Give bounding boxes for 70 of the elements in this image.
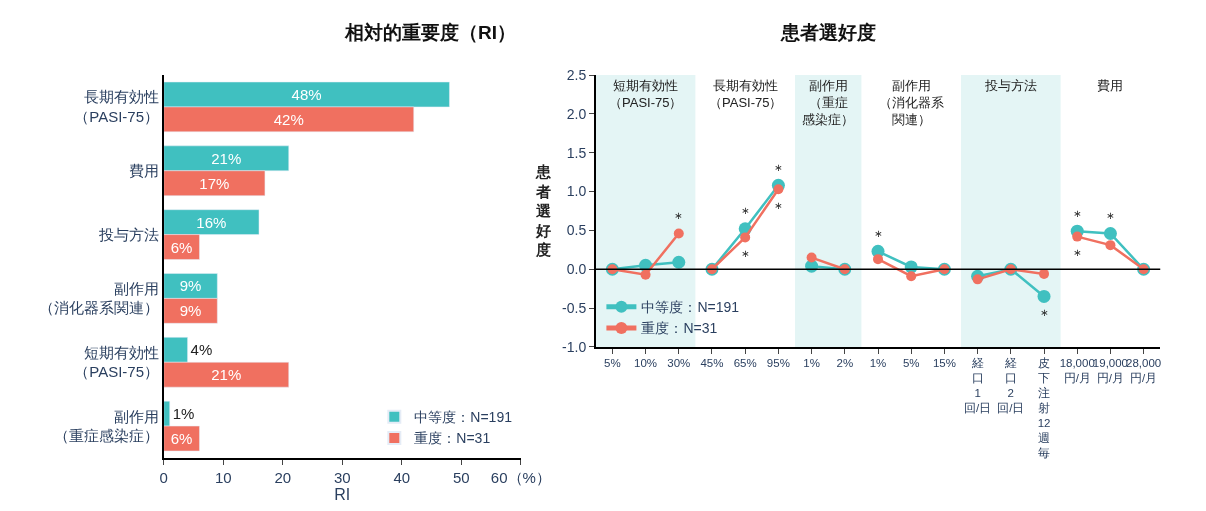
- legend-label: 中等度：N=191: [641, 299, 740, 316]
- data-label: ＊: [1070, 207, 1085, 224]
- data-label: 16%: [196, 213, 227, 231]
- y-tick-label: 副作用（重症感染症）: [54, 407, 160, 445]
- band-label: 短期有効性（PASI-75）: [609, 78, 683, 110]
- x-tick-label: 1%: [869, 357, 887, 370]
- data-label: 6%: [170, 430, 193, 448]
- x-tick-label: 65%: [733, 357, 757, 370]
- y-tick-label: -1.0: [562, 338, 587, 355]
- x-tick-label: 60（%）: [490, 468, 551, 486]
- y-tick-label: 長期有効性（PASI-75）: [74, 88, 160, 125]
- data-label: ＊: [1070, 246, 1085, 263]
- x-tick-label: 30: [333, 468, 351, 486]
- y-tick-label: 費用: [129, 162, 160, 179]
- legend-label: 重度：N=31: [641, 320, 718, 337]
- x-tick-label: 20: [274, 468, 292, 486]
- y-tick-label: 投与方法: [98, 225, 160, 243]
- data-label: 17%: [199, 174, 230, 192]
- y-axis-title: 患者選好度: [535, 163, 552, 258]
- legend-label: 重度：N=31: [414, 430, 491, 447]
- data-label: ＊: [1037, 306, 1052, 323]
- data-label: 21%: [211, 366, 242, 384]
- x-tick-label: 30%: [667, 357, 691, 370]
- data-label: 21%: [211, 149, 242, 167]
- chart-title: 患者選好度: [780, 22, 876, 43]
- x-tick-label: 皮下注射12週毎: [1037, 357, 1051, 460]
- data-label: 42%: [273, 110, 304, 128]
- annotation: 費用: [1097, 78, 1123, 93]
- x-tick-label: 45%: [700, 357, 724, 370]
- y-tick-label: 1.5: [566, 144, 587, 161]
- x-tick-label: 10%: [634, 357, 658, 370]
- band-label: 投与方法: [984, 78, 1037, 93]
- x-tick-label: 経口1回/日: [964, 357, 992, 415]
- chart-title: 相対的重要度（RI）: [344, 22, 516, 43]
- data-label: ＊: [738, 204, 753, 221]
- annotation: 副作用（消化器系関連）: [879, 78, 944, 127]
- data-label: ＊: [1103, 209, 1118, 226]
- x-tick-label: 1%: [803, 357, 820, 370]
- data-label: 6%: [170, 238, 193, 256]
- x-tick-label: 95%: [766, 357, 790, 370]
- x-tick-label: 経口2回/日: [997, 357, 1025, 415]
- x-tick-label: 2%: [836, 357, 854, 370]
- data-label: 9%: [179, 302, 202, 320]
- data-label: ＊: [771, 199, 786, 216]
- x-tick-label: 0: [159, 468, 168, 486]
- y-tick-label: 1.0: [566, 183, 587, 200]
- data-label: ＊: [871, 227, 886, 244]
- band-label: 副作用（重症感染症）: [802, 78, 854, 127]
- y-tick-label: 2.0: [566, 105, 587, 122]
- x-tick-label: 15%: [932, 357, 956, 370]
- data-label: 4%: [190, 341, 213, 359]
- x-tick-label: 5%: [604, 357, 621, 370]
- x-axis-title: RI: [334, 485, 351, 503]
- y-tick-label: 短期有効性（PASI-75）: [74, 343, 160, 381]
- y-tick-label: 0.5: [566, 222, 587, 239]
- x-tick-label: 40: [393, 468, 411, 486]
- data-label: ＊: [771, 161, 786, 178]
- x-tick-label: 5%: [902, 357, 920, 370]
- data-label: 48%: [291, 85, 322, 103]
- legend-label: 中等度：N=191: [414, 409, 513, 426]
- y-tick-label: 副作用（消化器系関連）: [39, 279, 160, 317]
- y-tick-label: 0.0: [566, 261, 587, 278]
- data-label: ＊: [671, 209, 686, 226]
- data-label: ＊: [738, 247, 753, 264]
- y-tick-label: 2.5: [566, 66, 587, 83]
- y-tick-label: -0.5: [562, 299, 587, 316]
- annotation: 長期有効性（PASI-75）: [709, 78, 783, 110]
- data-label: 9%: [179, 277, 202, 295]
- x-tick-label: 10: [214, 468, 232, 486]
- x-tick-label: 50: [453, 468, 470, 486]
